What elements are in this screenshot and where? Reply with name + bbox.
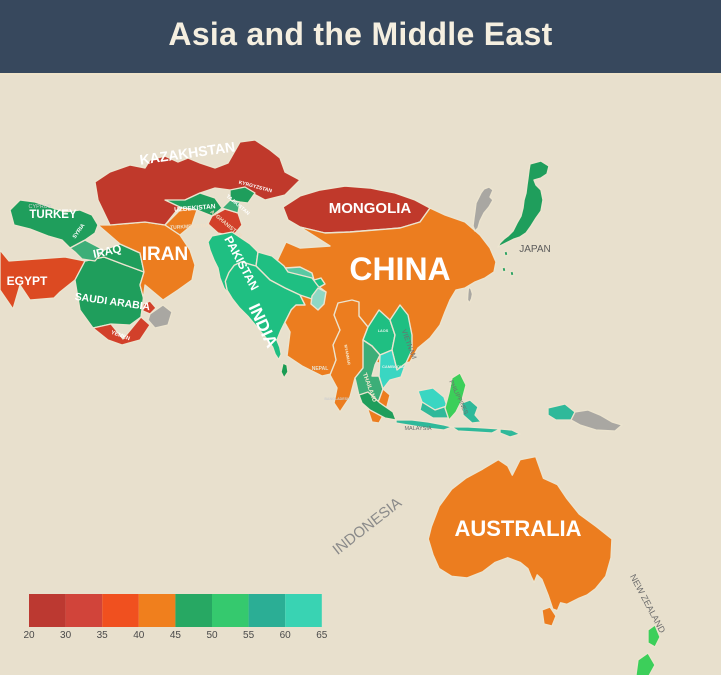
svg-text:40: 40 — [133, 630, 145, 640]
svg-text:TURKMENISTAN: TURKMENISTAN — [170, 223, 210, 231]
svg-text:60: 60 — [280, 630, 292, 640]
svg-text:TURKEY: TURKEY — [29, 209, 77, 221]
svg-text:AUSTRALIA: AUSTRALIA — [454, 516, 581, 541]
svg-text:CYPRUS: CYPRUS — [29, 204, 52, 210]
svg-text:CAMBODIA: CAMBODIA — [382, 364, 404, 369]
svg-text:20: 20 — [23, 630, 35, 640]
svg-text:MALAYSIA: MALAYSIA — [404, 426, 431, 432]
svg-text:NEPAL: NEPAL — [312, 366, 329, 372]
svg-text:45: 45 — [170, 630, 182, 640]
svg-text:30: 30 — [60, 630, 72, 640]
svg-text:LAOS: LAOS — [378, 329, 389, 333]
svg-text:NEW ZEALAND: NEW ZEALAND — [628, 573, 668, 636]
svg-text:EGYPT: EGYPT — [7, 274, 48, 288]
svg-text:65: 65 — [316, 630, 328, 640]
svg-text:55: 55 — [243, 630, 255, 640]
svg-text:MONGOLIA: MONGOLIA — [329, 200, 412, 217]
svg-text:IRAN: IRAN — [142, 244, 188, 265]
svg-text:INDONESIA: INDONESIA — [329, 494, 404, 558]
svg-text:CHINA: CHINA — [349, 251, 450, 287]
svg-text:35: 35 — [97, 630, 109, 640]
svg-text:50: 50 — [206, 630, 218, 640]
svg-text:BANGLADESH: BANGLADESH — [324, 397, 350, 401]
svg-text:JAPAN: JAPAN — [519, 244, 551, 255]
